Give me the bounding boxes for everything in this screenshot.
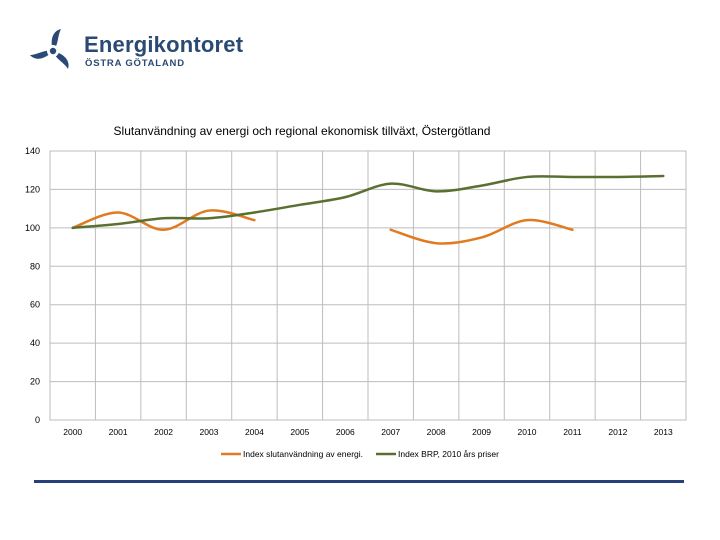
x-tick-label: 2013	[654, 427, 673, 437]
propeller-icon	[30, 29, 69, 69]
series-line	[71, 209, 256, 232]
y-axis-ticks: 0 20 40 60 80 100 120 140	[25, 146, 40, 425]
y-tick-label: 40	[30, 338, 40, 348]
x-tick-label: 2008	[427, 427, 446, 437]
x-tick-label: 2010	[518, 427, 537, 437]
x-tick-label: 2000	[63, 427, 82, 437]
x-axis-ticks: 2000 2001 2002 2003 2004 2005 2006 2007 2008 2009…	[63, 427, 673, 437]
legend-label: Index BRP, 2010 års priser	[398, 449, 499, 459]
x-tick-label: 2006	[336, 427, 355, 437]
footer-rule	[34, 480, 684, 483]
logo: Energikontoret ÖSTRA GÖTALAND	[30, 26, 250, 78]
legend: Index slutanvändning av energi. Index BRP…	[221, 449, 499, 459]
y-tick-label: 0	[35, 415, 40, 425]
x-tick-label: 2009	[472, 427, 491, 437]
series-line	[71, 174, 665, 230]
x-tick-label: 2003	[200, 427, 219, 437]
legend-item: Index slutanvändning av energi.	[221, 449, 363, 459]
legend-item: Index BRP, 2010 års priser	[376, 449, 499, 459]
chart-title: Slutanvändning av energi och regional ek…	[114, 124, 491, 138]
y-tick-label: 20	[30, 377, 40, 387]
x-tick-label: 2001	[109, 427, 128, 437]
x-tick-label: 2012	[608, 427, 627, 437]
x-tick-label: 2011	[563, 427, 582, 437]
x-tick-label: 2004	[245, 427, 264, 437]
y-tick-label: 120	[25, 184, 40, 194]
x-tick-label: 2002	[154, 427, 173, 437]
grid-lines	[50, 150, 686, 421]
y-tick-label: 80	[30, 261, 40, 271]
brand-subtitle: ÖSTRA GÖTALAND	[85, 58, 185, 69]
brand-name: Energikontoret	[84, 32, 244, 57]
y-tick-label: 140	[25, 146, 40, 156]
series-1	[71, 209, 574, 245]
series-line	[389, 218, 574, 245]
x-tick-label: 2005	[290, 427, 309, 437]
series-2	[71, 174, 665, 230]
series-layer	[71, 174, 665, 245]
line-chart: Slutanvändning av energi och regional ek…	[25, 124, 687, 459]
y-tick-label: 60	[30, 300, 40, 310]
x-tick-label: 2007	[381, 427, 400, 437]
legend-label: Index slutanvändning av energi.	[243, 449, 363, 459]
y-tick-label: 100	[25, 223, 40, 233]
